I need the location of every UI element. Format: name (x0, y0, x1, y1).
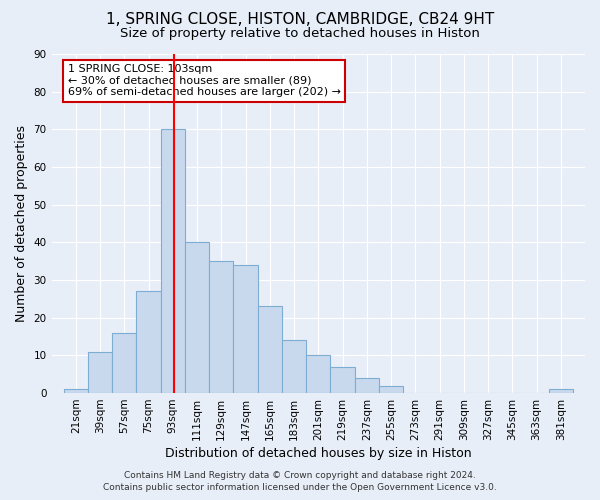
Bar (112, 333, 136, 393)
Bar (379, 386, 403, 393)
Bar (209, 261, 233, 393)
Y-axis label: Number of detached properties: Number of detached properties (15, 125, 28, 322)
X-axis label: Distribution of detached houses by size in Histon: Distribution of detached houses by size … (165, 447, 472, 460)
Text: Contains HM Land Registry data © Crown copyright and database right 2024.
Contai: Contains HM Land Registry data © Crown c… (103, 471, 497, 492)
Bar (161, 130, 185, 393)
Bar (64, 390, 88, 393)
Bar (185, 242, 209, 393)
Bar (306, 356, 331, 393)
Bar (355, 378, 379, 393)
Text: Size of property relative to detached houses in Histon: Size of property relative to detached ho… (120, 28, 480, 40)
Bar (88, 352, 112, 393)
Bar (257, 306, 282, 393)
Text: 1 SPRING CLOSE: 103sqm
← 30% of detached houses are smaller (89)
69% of semi-det: 1 SPRING CLOSE: 103sqm ← 30% of detached… (68, 64, 341, 98)
Bar (331, 366, 355, 393)
Bar (136, 292, 161, 393)
Bar (233, 265, 257, 393)
Bar (548, 390, 573, 393)
Bar (282, 340, 306, 393)
Text: 1, SPRING CLOSE, HISTON, CAMBRIDGE, CB24 9HT: 1, SPRING CLOSE, HISTON, CAMBRIDGE, CB24… (106, 12, 494, 28)
